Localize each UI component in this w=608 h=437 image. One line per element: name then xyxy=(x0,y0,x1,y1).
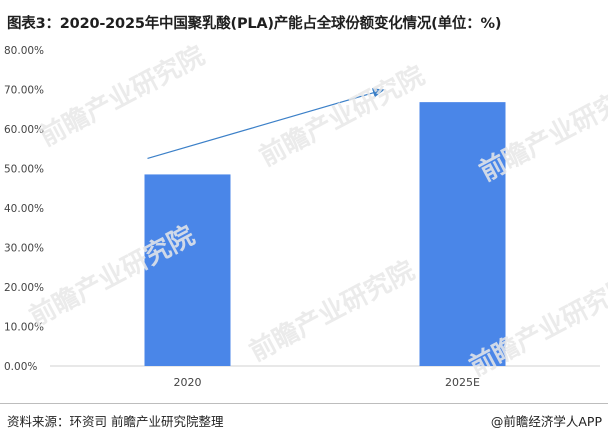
source-text: 资料来源：环资司 前瞻产业研究院整理 xyxy=(7,414,224,429)
footer: 资料来源：环资司 前瞻产业研究院整理 @前瞻经济学人APP xyxy=(0,403,608,437)
y-tick-label: 80.00% xyxy=(4,45,44,57)
trend-arrow xyxy=(147,88,385,160)
y-tick-label: 30.00% xyxy=(4,243,44,255)
bar xyxy=(144,174,231,366)
y-tick-label: 0.00% xyxy=(4,361,37,373)
bar xyxy=(419,102,506,366)
credit-text: @前瞻经济学人APP xyxy=(490,414,602,429)
y-tick-label: 60.00% xyxy=(4,124,44,136)
chart-area: 前瞻产业研究院 前瞻产业研究院 前瞻产业研究院 前瞻产业研究院 前瞻产业研究院 … xyxy=(0,36,608,402)
y-tick-label: 20.00% xyxy=(4,282,44,294)
y-tick-label: 70.00% xyxy=(4,85,44,97)
y-tick-label: 50.00% xyxy=(4,164,44,176)
y-tick-label: 10.00% xyxy=(4,322,44,334)
bar-chart: 0.00% 10.00% 20.00% 30.00% 40.00% 50.00% 60.00… xyxy=(4,45,600,389)
x-tick-label: 2020 xyxy=(174,376,202,389)
x-tick-label: 2025E xyxy=(445,376,480,389)
chart-title: 图表3：2020-2025年中国聚乳酸(PLA)产能占全球份额变化情况(单位：%… xyxy=(7,16,502,32)
y-tick-label: 40.00% xyxy=(4,203,44,215)
